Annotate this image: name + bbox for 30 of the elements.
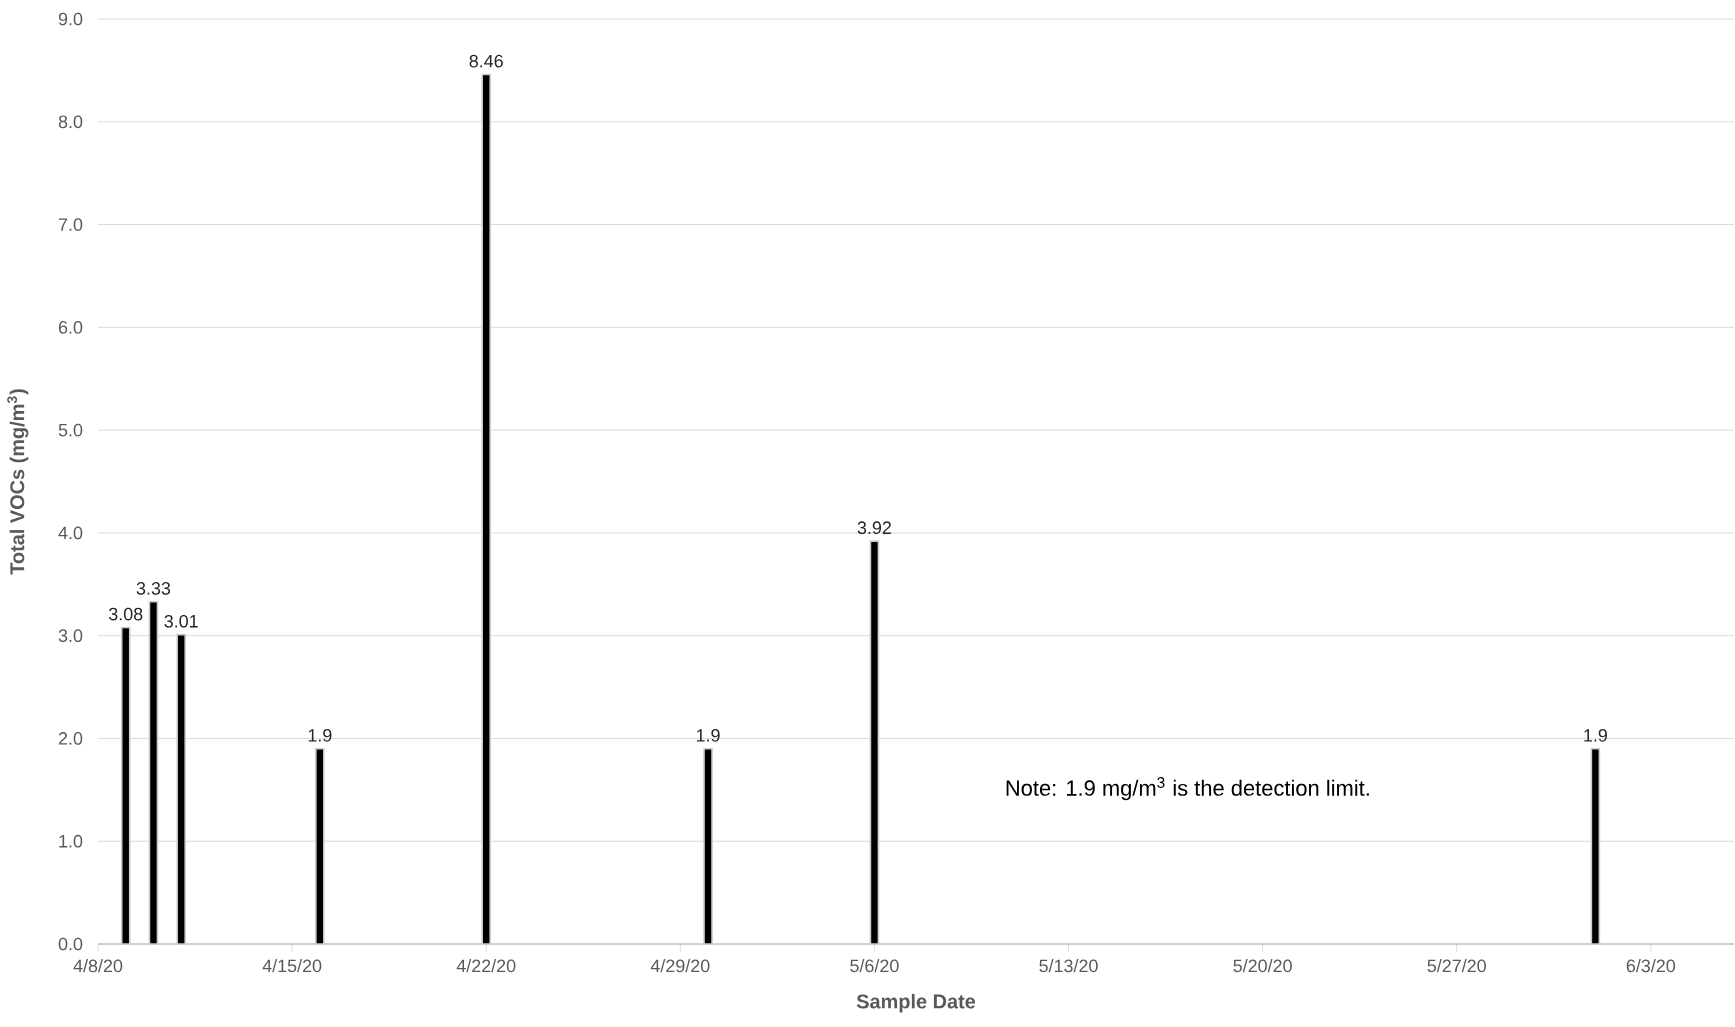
y-tick-label: 9.0	[58, 12, 83, 26]
data-label: 1.9	[308, 728, 332, 742]
x-tick-label: 5/20/20	[1233, 959, 1292, 973]
data-label: 3.08	[108, 607, 143, 621]
x-tick-label: 4/8/20	[73, 959, 123, 973]
data-label: 3.01	[164, 614, 198, 628]
y-tick-label: 3.0	[58, 629, 83, 643]
x-tick-label: 5/27/20	[1427, 959, 1486, 973]
annotation: Note: 1.9 mg/m$^{3}$ is the detection limit.	[1006, 777, 1369, 801]
data-label: 8.46	[469, 54, 503, 68]
y-tick-label: 1.0	[59, 834, 83, 848]
x-tick-label: 4/29/20	[650, 959, 710, 973]
x-tick-label: 6/3/20	[1626, 959, 1676, 973]
x-tick-label: 4/15/20	[262, 959, 322, 973]
data-label: 3.33	[136, 582, 171, 595]
data-label: 1.9	[696, 728, 720, 742]
x-axis-title: Sample Date	[856, 993, 976, 1013]
y-tick-label: 7.0	[58, 218, 83, 231]
y-tick-label: 0.0	[58, 937, 83, 951]
y-tick-label: 5.0	[58, 423, 83, 437]
data-label: 1.9	[1584, 728, 1607, 742]
y-tick-label: 4.0	[58, 526, 83, 540]
x-tick-label: 4/22/20	[456, 959, 516, 973]
y-tick-label: 2.0	[58, 732, 83, 745]
y-axis-title: Total VOCs (mg/m$^{3}$)	[7, 389, 29, 575]
data-label: 3.92	[857, 521, 891, 535]
x-tick-label: 5/13/20	[1039, 959, 1098, 973]
x-tick-label: 5/6/20	[850, 959, 899, 973]
y-tick-label: 6.0	[58, 320, 83, 334]
y-tick-label: 8.0	[58, 115, 83, 129]
